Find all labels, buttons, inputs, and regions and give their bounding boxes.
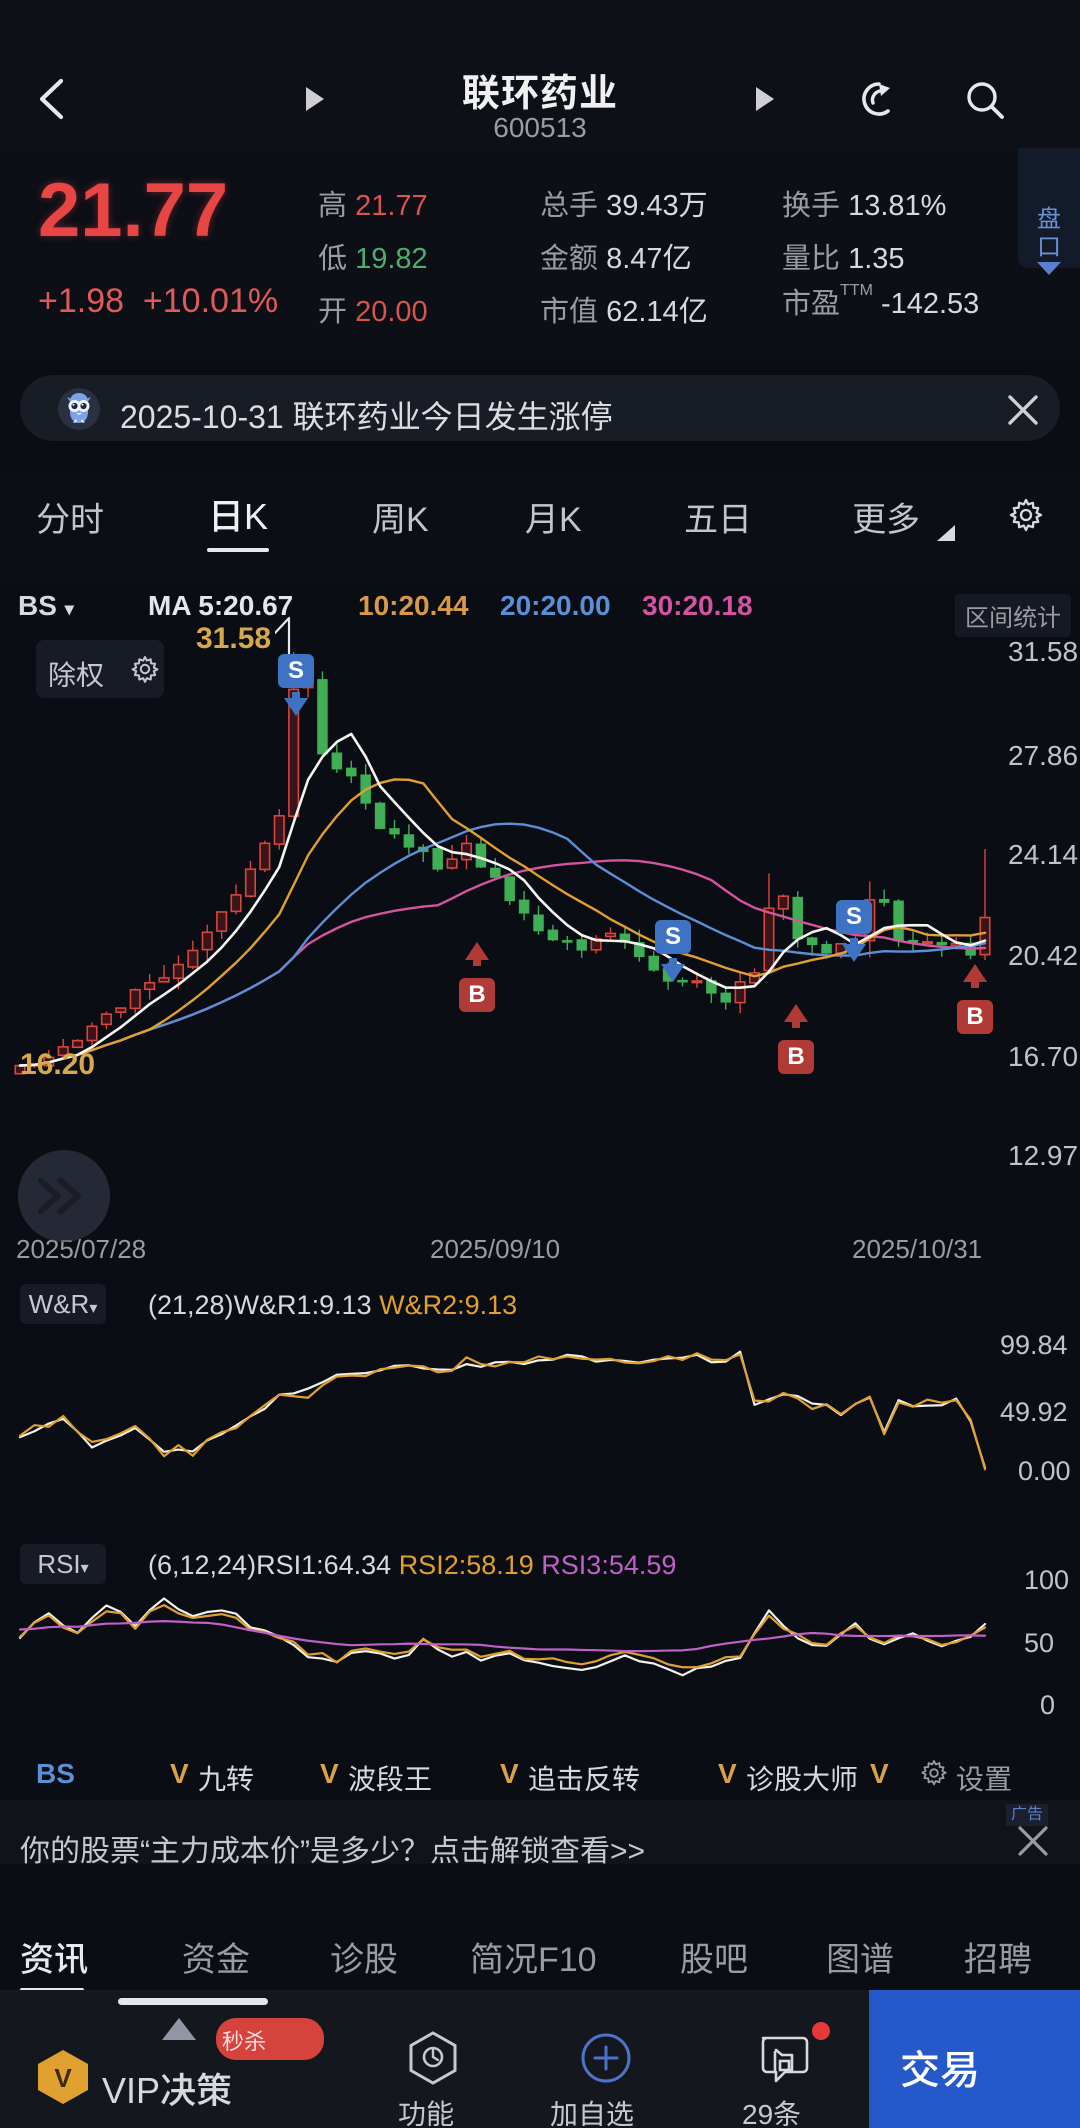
svg-text:V: V xyxy=(54,2063,72,2093)
